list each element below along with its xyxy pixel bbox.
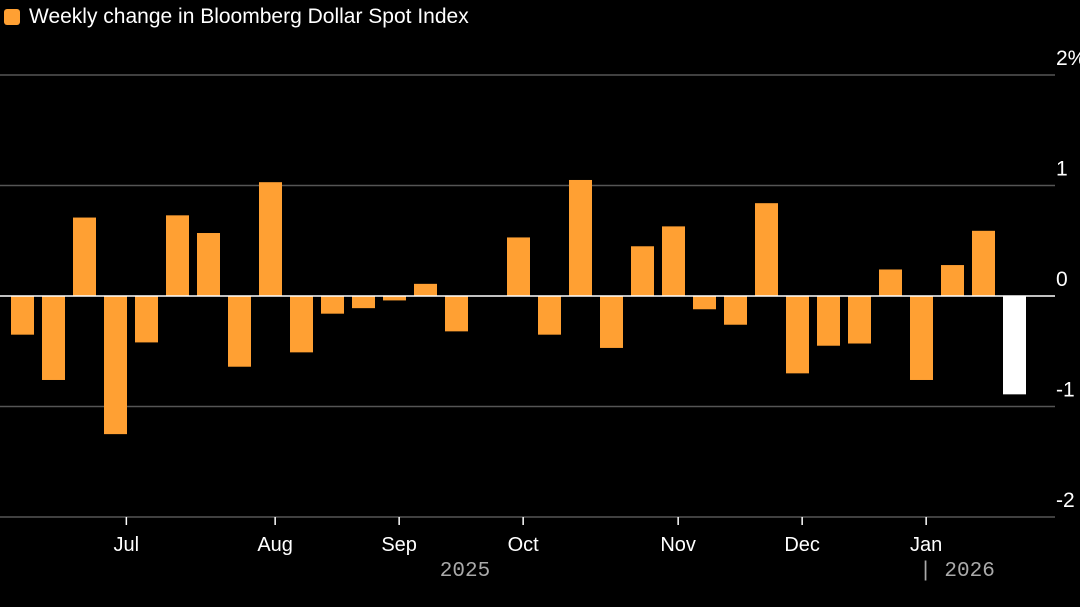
x-tick-label: Jul <box>114 534 140 556</box>
bar <box>600 296 623 348</box>
bar <box>848 296 871 344</box>
bar <box>879 269 902 296</box>
bar <box>662 226 685 296</box>
bar <box>631 246 654 296</box>
y-tick-label: 0 <box>1056 268 1068 291</box>
bar <box>569 179 592 296</box>
bar <box>42 296 65 380</box>
bar <box>817 296 840 346</box>
latest-bar <box>1003 296 1026 395</box>
bar <box>941 265 964 296</box>
legend-swatch <box>4 9 20 25</box>
bar <box>321 296 344 314</box>
bar <box>414 283 437 296</box>
x-tick-label: Dec <box>784 534 820 556</box>
bar <box>724 296 747 325</box>
bar <box>786 296 809 374</box>
bar <box>910 296 933 380</box>
bar <box>383 296 406 301</box>
bar <box>228 296 251 367</box>
bar <box>538 296 561 335</box>
bar <box>755 203 778 296</box>
x-tick-label: Aug <box>257 534 293 556</box>
bar <box>507 237 530 296</box>
x-tick-label: Nov <box>660 534 696 556</box>
y-tick-label: -2 <box>1056 489 1075 512</box>
bar <box>290 296 313 353</box>
y-tick-label: 1 <box>1056 158 1068 181</box>
bar <box>259 182 282 296</box>
bar <box>972 230 995 296</box>
bar <box>197 233 220 296</box>
bar <box>693 296 716 310</box>
bar <box>135 296 158 343</box>
y-tick-label: -1 <box>1056 379 1075 402</box>
year-label-2026: | 2026 <box>919 560 995 583</box>
legend: Weekly change in Bloomberg Dollar Spot I… <box>4 5 469 29</box>
bar <box>352 296 375 309</box>
bar <box>11 296 34 335</box>
bar <box>166 215 189 296</box>
bar <box>445 296 468 332</box>
y-tick-label: 2% <box>1056 47 1080 70</box>
x-tick-label: Oct <box>508 534 540 556</box>
bar <box>104 296 127 435</box>
year-label-2025: 2025 <box>440 560 490 583</box>
legend-label: Weekly change in Bloomberg Dollar Spot I… <box>29 5 469 28</box>
x-tick-label: Jan <box>910 534 942 556</box>
bar <box>73 217 96 296</box>
x-tick-label: Sep <box>381 534 417 556</box>
